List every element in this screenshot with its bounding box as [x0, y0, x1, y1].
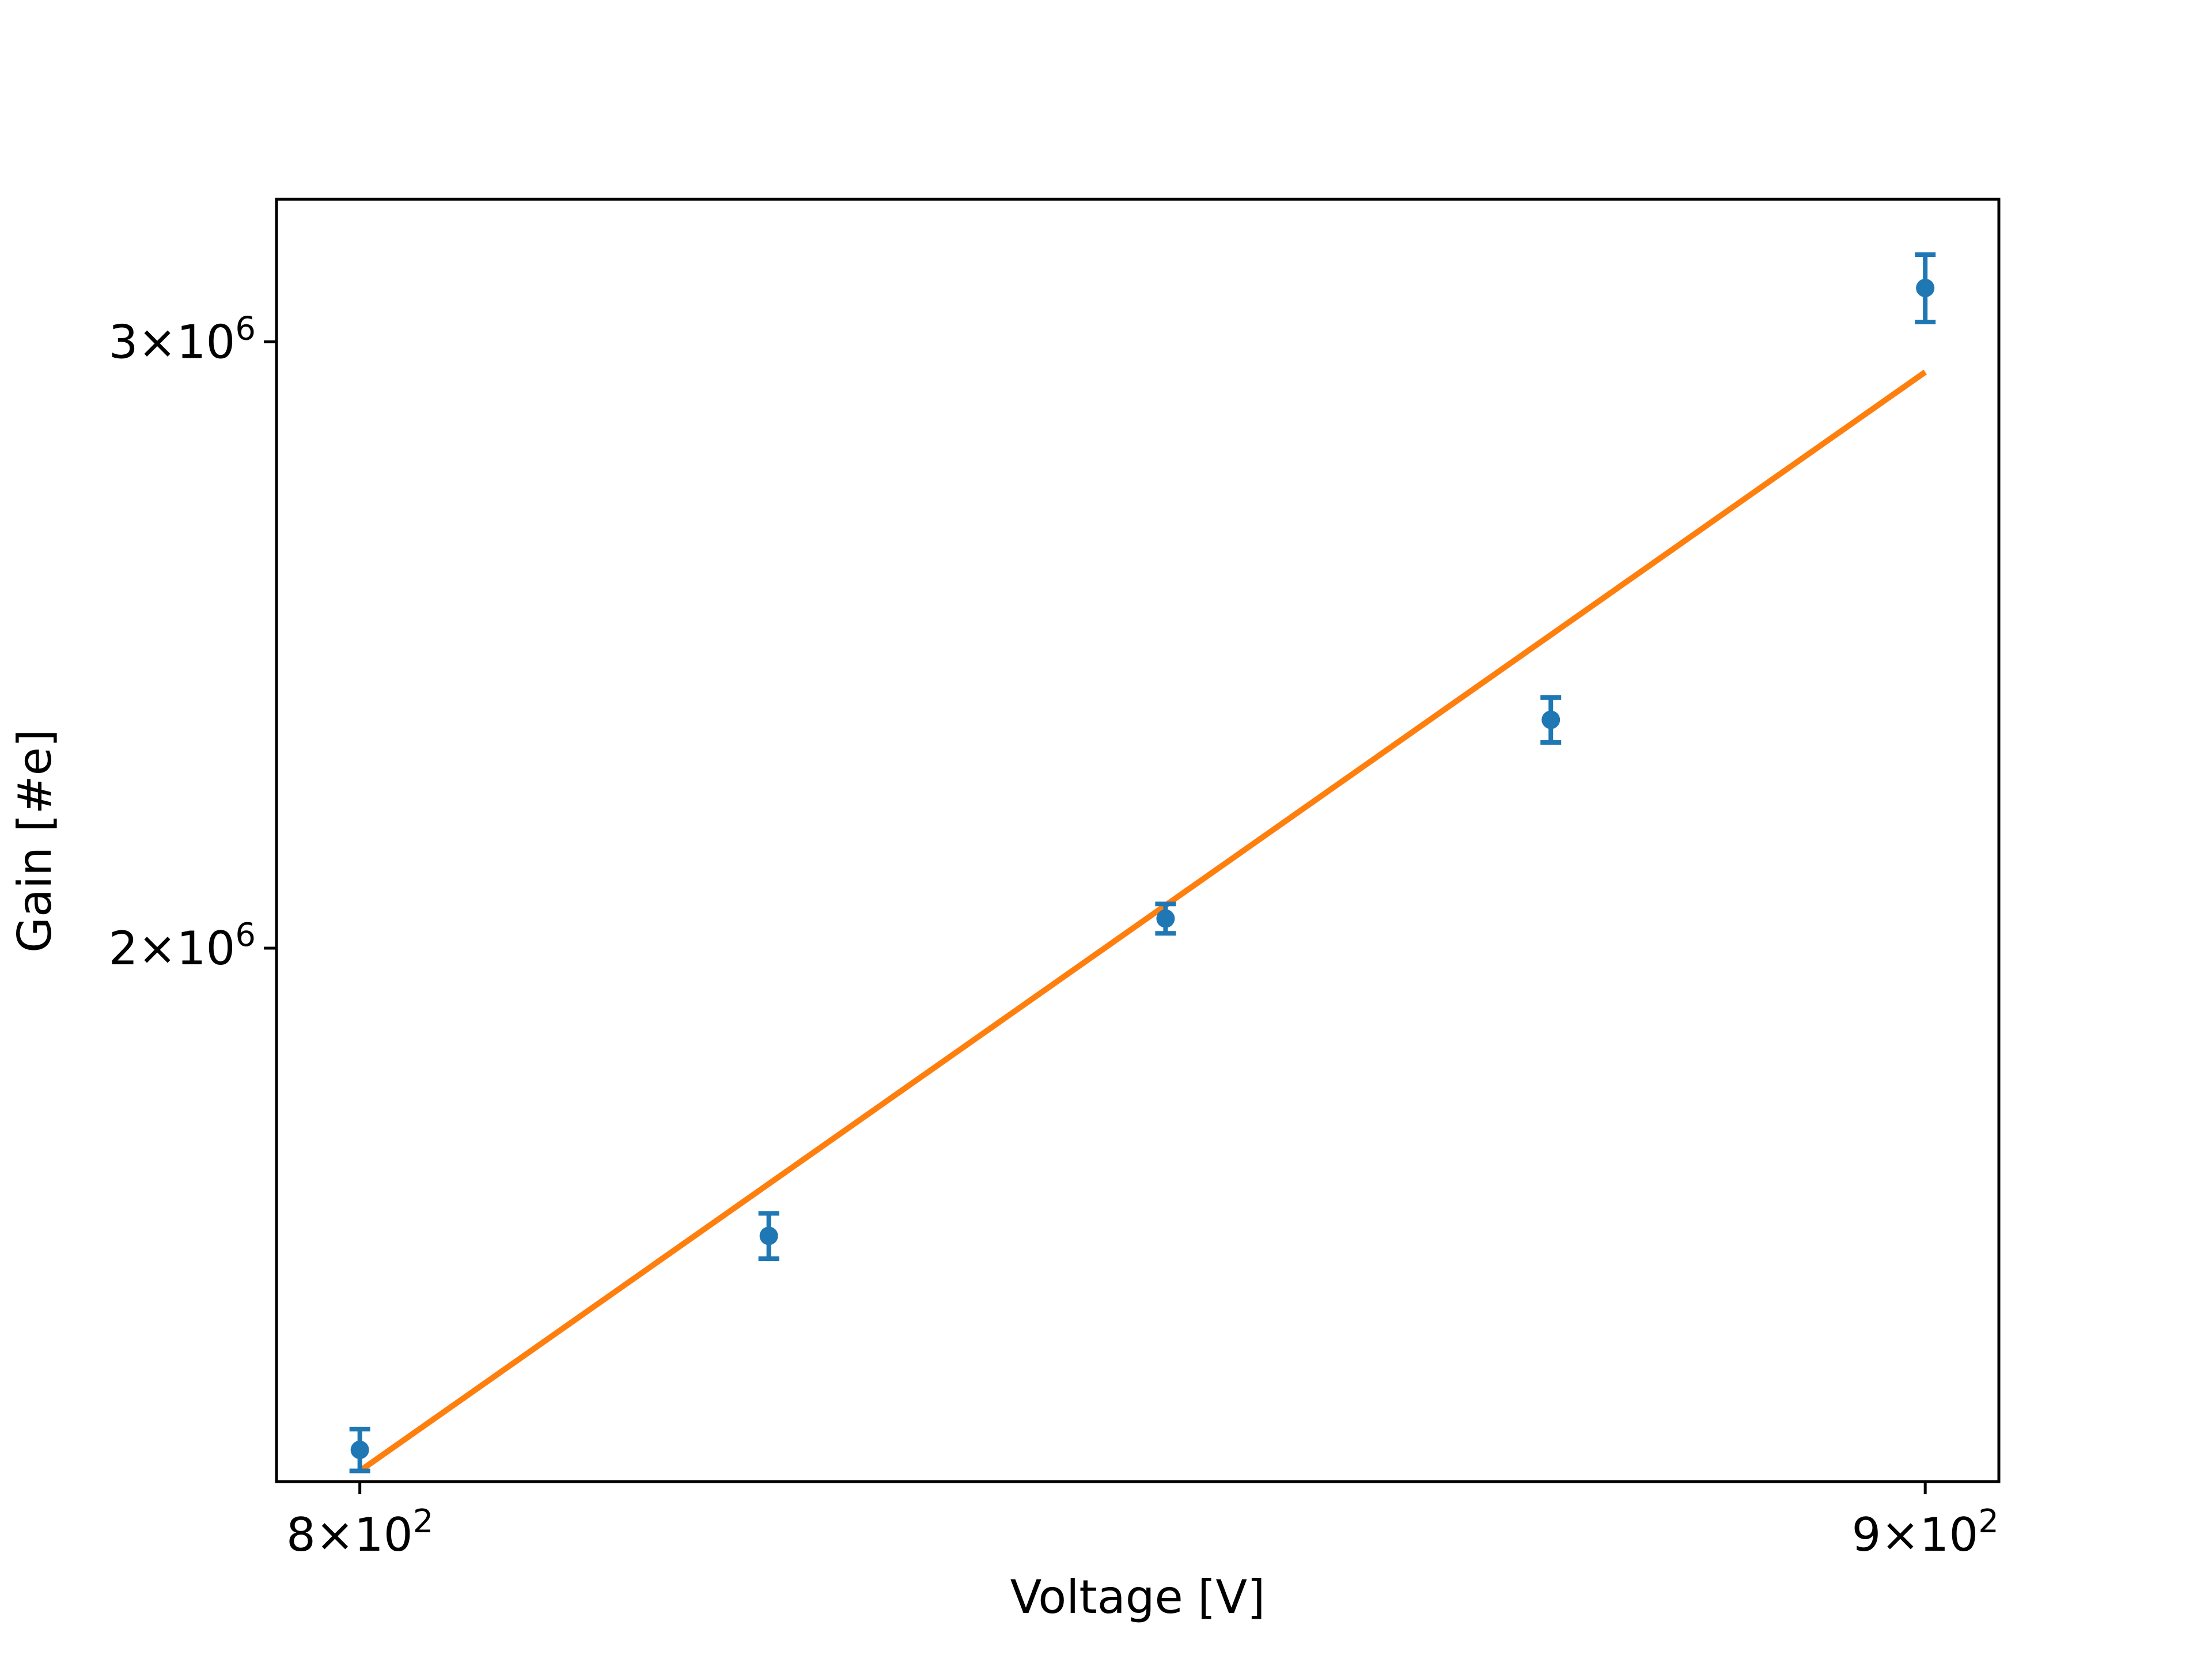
- data-marker: [350, 1440, 369, 1459]
- x-axis-ticks: 8×102 9×102: [286, 1482, 1999, 1562]
- data-point: [1915, 252, 1936, 325]
- y-axis-label: Gain [#e]: [8, 729, 62, 953]
- y-axis-ticks: 2×106 3×106: [109, 310, 276, 975]
- fit-layer: [358, 369, 1927, 1474]
- x-tick-label: 8×102: [286, 1503, 433, 1562]
- data-point: [349, 1426, 370, 1474]
- x-tick-label: 9×102: [1851, 1503, 1998, 1562]
- data-marker: [1156, 909, 1175, 928]
- data-marker: [1541, 710, 1560, 729]
- fit-line: [358, 369, 1927, 1474]
- y-tick-label: 3×106: [109, 310, 256, 369]
- data-point: [758, 1211, 779, 1262]
- x-axis-label: Voltage [V]: [1010, 1570, 1266, 1624]
- plot-area: [276, 199, 1999, 1482]
- data-layer: [349, 252, 1936, 1474]
- plot-frame: [275, 198, 2001, 1483]
- data-point: [1155, 902, 1176, 936]
- y-tick-label: 2×106: [109, 916, 256, 975]
- data-marker: [759, 1226, 778, 1245]
- data-marker: [1916, 278, 1935, 297]
- data-point: [1540, 695, 1562, 745]
